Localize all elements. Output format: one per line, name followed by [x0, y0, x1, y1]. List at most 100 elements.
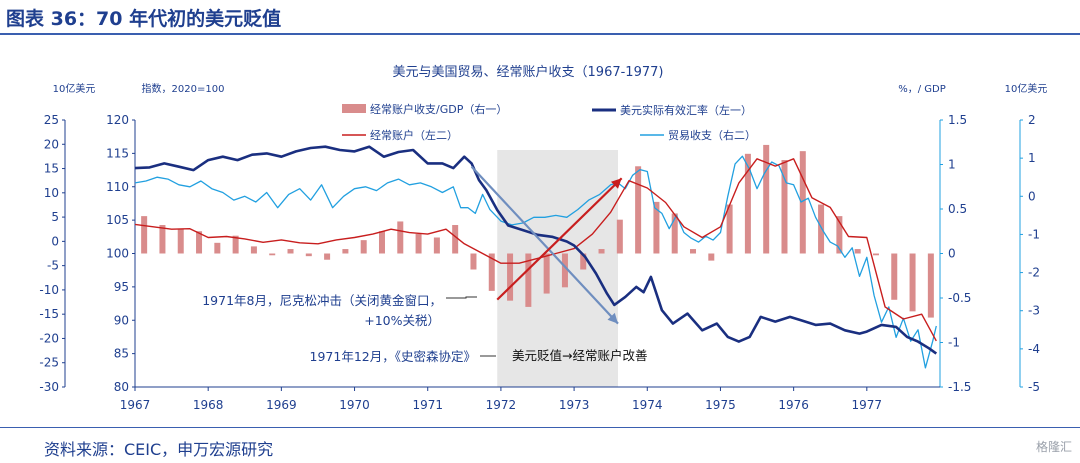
inner_right-tick-label: 1.5	[948, 113, 967, 127]
inner_right-tick-label: 0.5	[948, 202, 967, 216]
outer_left-tick-label: -15	[39, 307, 59, 321]
bar-ca-gdp	[763, 144, 770, 254]
shaded-period	[497, 150, 618, 387]
outer-left-axis-label: 10亿美元	[53, 82, 96, 95]
inner_left-tick-label: 80	[114, 380, 129, 394]
outer_left-tick-label: -30	[39, 380, 59, 394]
outer_left-tick-label: 0	[51, 234, 59, 248]
bar-ca-gdp	[488, 253, 495, 291]
bar-ca-gdp	[836, 216, 843, 254]
outer_right-tick-label: -3	[1028, 304, 1040, 318]
x-tick-label: 1968	[193, 398, 224, 412]
bar-ca-gdp	[360, 240, 367, 254]
outer_left-tick-label: -20	[39, 331, 59, 345]
bar-ca-gdp	[854, 249, 861, 254]
bar-ca-gdp	[177, 228, 184, 254]
bar-ca-gdp	[196, 231, 203, 254]
annotation-nixon-cont: +10%关税）	[364, 313, 440, 328]
bar-ca-gdp	[616, 219, 623, 254]
bar-ca-gdp	[781, 160, 788, 254]
bar-ca-gdp	[598, 249, 605, 254]
arrow-shaft	[496, 177, 623, 301]
chart-title: 美元与美国贸易、经常账户收支（1967-1977)	[393, 64, 664, 80]
bar-ca-gdp	[397, 221, 404, 254]
line-trade-balance	[134, 155, 937, 369]
bar-ca-gdp	[250, 246, 257, 254]
bar-ca-gdp	[671, 213, 678, 254]
bar-ca-gdp	[214, 242, 221, 254]
x-tick-label: 1970	[339, 398, 370, 412]
arrow-shaft	[470, 165, 619, 325]
x-tick-label: 1971	[412, 398, 443, 412]
legend-label-reer: 美元实际有效汇率（左一）	[620, 103, 752, 117]
outer-right-axis-label: 10亿美元	[1005, 82, 1048, 95]
bar-ca-gdp	[909, 253, 916, 312]
inner_right-tick-label: 1	[948, 158, 956, 172]
bar-ca-gdp	[799, 151, 806, 254]
outer_right-tick-label: -2	[1028, 266, 1040, 280]
bar-ca-gdp	[744, 153, 751, 254]
bar-ca-gdp	[891, 253, 898, 300]
outer_left-tick-label: -5	[47, 259, 59, 273]
inner_right-tick-label: -0.5	[948, 291, 971, 305]
annotation-shaded: 美元贬值→经常账户改善	[512, 348, 647, 363]
bar-ca-gdp	[635, 166, 642, 254]
annotation-nixon: 1971年8月，尼克松冲击（关闭黄金窗口，	[202, 293, 442, 308]
x-tick-label: 1974	[632, 398, 663, 412]
bar-ca-gdp	[378, 231, 385, 254]
bar-ca-gdp	[141, 216, 148, 254]
bar-ca-gdp	[232, 235, 239, 254]
outer_left-tick-label: 20	[44, 137, 59, 151]
bar-ca-gdp	[653, 201, 660, 254]
bar-ca-gdp	[470, 253, 477, 270]
bar-ca-gdp	[507, 253, 514, 301]
inner_left-tick-label: 110	[106, 180, 129, 194]
line-current-account	[134, 158, 937, 342]
x-tick-label: 1973	[559, 398, 590, 412]
bar-ca-gdp	[433, 237, 440, 254]
inner_left-tick-label: 95	[114, 280, 129, 294]
bar-ca-gdp	[690, 249, 697, 254]
outer_right-tick-label: -5	[1028, 380, 1040, 394]
annotation-nixon-leader	[446, 296, 477, 299]
bar-ca-gdp	[561, 253, 568, 288]
outer_left-tick-label: 15	[44, 162, 59, 176]
outer_left-tick-label: -10	[39, 283, 59, 297]
inner_left-tick-label: 90	[114, 313, 129, 327]
bar-ca-gdp	[287, 249, 294, 254]
bar-ca-gdp	[872, 253, 879, 256]
bar-ca-gdp	[452, 225, 459, 254]
arrow-head	[607, 312, 618, 324]
bar-ca-gdp	[305, 253, 312, 257]
x-tick-label: 1969	[266, 398, 297, 412]
inner_left-tick-label: 105	[106, 213, 129, 227]
inner-right-axis-label: %，/ GDP	[898, 84, 946, 95]
x-tick-label: 1976	[778, 398, 809, 412]
bottom-rule	[0, 427, 1080, 428]
x-tick-label: 1975	[705, 398, 736, 412]
annotation-smithsonian: 1971年12月，《史密森协定》	[310, 349, 476, 364]
title-rule	[0, 33, 1080, 35]
outer_left-tick-label: -25	[39, 356, 59, 370]
legend-label-ca-gdp: 经常账户收支/GDP（右一）	[370, 102, 507, 116]
inner_right-tick-label: 0	[948, 247, 956, 261]
outer_right-tick-label: -4	[1028, 342, 1040, 356]
outer_right-tick-label: 0	[1028, 189, 1036, 203]
inner_left-tick-label: 115	[106, 146, 129, 160]
watermark: 格隆汇	[1035, 440, 1072, 454]
bar-ca-gdp	[415, 233, 422, 254]
bar-ca-gdp	[927, 253, 934, 318]
inner_right-tick-label: -1.5	[948, 380, 971, 394]
inner_left-tick-label: 120	[106, 113, 129, 127]
arrow-head	[611, 178, 622, 189]
legend-swatch-ca-gdp	[342, 104, 366, 113]
bar-ca-gdp	[726, 204, 733, 254]
bar-ca-gdp	[159, 225, 166, 254]
outer_left-tick-label: 25	[44, 113, 59, 127]
source-note: 资料来源：CEIC，申万宏源研究	[44, 440, 274, 459]
figure-title: 图表 36：70 年代初的美元贬值	[6, 8, 282, 30]
outer_left-tick-label: 10	[44, 186, 59, 200]
inner_left-tick-label: 85	[114, 347, 129, 361]
outer_right-tick-label: 1	[1028, 151, 1036, 165]
